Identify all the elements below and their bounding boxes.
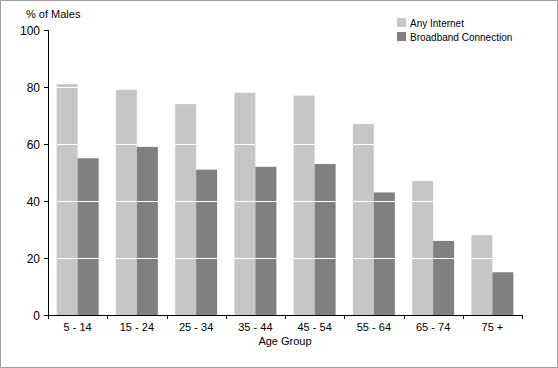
x-tick (285, 315, 286, 319)
grid-line (48, 87, 522, 88)
x-tick-label: 5 - 14 (64, 321, 92, 333)
x-tick (107, 315, 108, 319)
grid-line (48, 258, 522, 259)
y-tick-label: 100 (20, 24, 40, 38)
x-tick (463, 315, 464, 319)
x-tick (167, 315, 168, 319)
x-tick-label: 35 - 44 (238, 321, 272, 333)
x-axis-label: Age Group (258, 335, 311, 347)
x-tick (344, 315, 345, 319)
legend-label: Broadband Connection (410, 32, 512, 43)
y-tick (44, 30, 48, 31)
y-axis-label: % of Males (26, 8, 81, 20)
bar (175, 104, 196, 315)
y-tick-label: 60 (27, 138, 41, 152)
x-tick-label: 55 - 64 (357, 321, 391, 333)
bar (433, 241, 454, 315)
y-tick-label: 0 (33, 309, 40, 323)
x-tick-label: 65 - 74 (416, 321, 450, 333)
x-tick (48, 315, 49, 319)
y-tick-label: 40 (27, 195, 41, 209)
bar (374, 192, 395, 315)
y-tick (44, 258, 48, 259)
x-tick (226, 315, 227, 319)
legend-swatch (397, 32, 406, 41)
y-tick (44, 315, 48, 316)
x-tick-label: 75 + (482, 321, 504, 333)
chart-container: 0 20 40 60 80 100 5 - 14 15 - 24 25 - 34 35 - 44 4… (0, 0, 558, 368)
bar (196, 170, 217, 315)
x-tick-label: 15 - 24 (120, 321, 154, 333)
y-tick (44, 144, 48, 145)
bar (78, 158, 99, 315)
bar (471, 235, 492, 315)
legend-swatch (397, 18, 406, 27)
bar (137, 147, 158, 315)
grid-line (48, 201, 522, 202)
legend-label: Any Internet (410, 18, 464, 29)
y-axis (48, 30, 49, 315)
y-tick (44, 201, 48, 202)
frame (1, 1, 558, 368)
x-tick-label: 25 - 34 (179, 321, 213, 333)
bar (492, 272, 513, 315)
bar (116, 90, 137, 315)
grid-line (48, 144, 522, 145)
bar (294, 96, 315, 315)
bar (234, 93, 255, 315)
bar (57, 84, 78, 315)
chart-svg: 0 20 40 60 80 100 5 - 14 15 - 24 25 - 34 35 - 44 4… (0, 0, 558, 368)
x-tick-label: 45 - 54 (298, 321, 332, 333)
y-tick (44, 87, 48, 88)
x-tick (404, 315, 405, 319)
bar (315, 164, 336, 315)
bar (353, 124, 374, 315)
bar (255, 167, 276, 315)
y-tick-label: 20 (27, 252, 41, 266)
bars (57, 84, 514, 315)
y-tick-label: 80 (27, 81, 41, 95)
x-tick (522, 315, 523, 319)
